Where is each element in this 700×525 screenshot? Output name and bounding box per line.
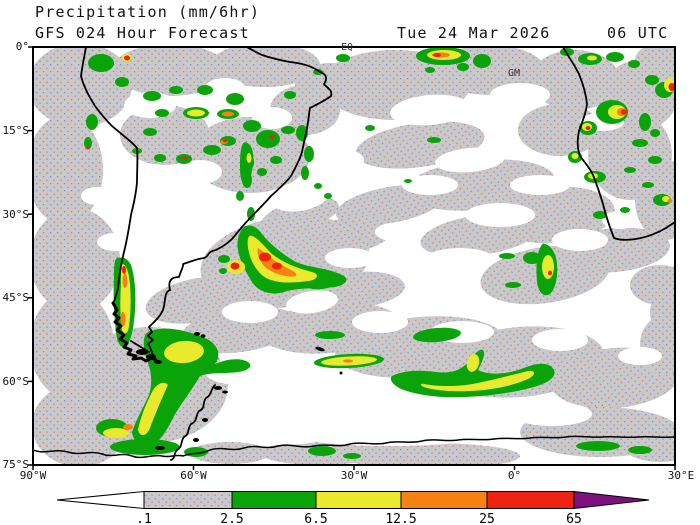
- lon-label: 60°W: [180, 469, 207, 482]
- lat-label: 45°S: [3, 291, 30, 304]
- coastline-south-america: [80, 47, 139, 304]
- model-run-label: GFS 024 Hour Forecast: [35, 24, 250, 42]
- axis-ticks: [28, 46, 676, 470]
- coastline-antarctic-peninsula: [170, 384, 216, 461]
- legend-segment-green: [231, 491, 317, 509]
- legend-segment-light: [143, 491, 233, 509]
- coastlines: [33, 47, 675, 461]
- lat-label: 30°S: [3, 208, 30, 221]
- greenwich-annotation: GM: [508, 68, 520, 79]
- lat-label: 60°S: [3, 375, 30, 388]
- legend-threshold: 6.5: [304, 512, 327, 525]
- legend-segment-yellow: [315, 491, 402, 509]
- island-falklands: [194, 332, 200, 336]
- lon-label: 90°W: [20, 469, 47, 482]
- legend-segment-above-max: [573, 490, 650, 510]
- legend-threshold: 25: [479, 512, 495, 525]
- lat-label: 0°: [16, 40, 29, 53]
- legend-segment-orange: [400, 491, 488, 509]
- legend-threshold-labels: .1 2.5 6.5 12.5 25 65: [136, 512, 582, 525]
- lon-label: 30°W: [341, 469, 368, 482]
- coastline-chile-fjords: [111, 301, 158, 363]
- valid-time-label: 06 UTC: [607, 24, 669, 42]
- lon-label: 0°: [508, 469, 521, 482]
- lat-label: 75°S: [3, 458, 30, 471]
- lat-axis: 0° 15°S 30°S 45°S 60°S 75°S: [3, 40, 30, 471]
- page-title: Precipitation (mm/6hr): [35, 3, 261, 21]
- lat-label: 15°S: [3, 124, 30, 137]
- equator-annotation: EQ: [341, 42, 353, 53]
- legend-threshold: .1: [136, 512, 152, 525]
- valid-date-label: Tue 24 Mar 2026: [397, 24, 551, 42]
- legend-segment-red: [486, 491, 575, 509]
- legend-threshold: 2.5: [220, 512, 243, 525]
- legend-threshold: 65: [566, 512, 582, 525]
- coastline-africa: [562, 47, 675, 241]
- lon-axis: 90°W 60°W 30°W 0° 30°E: [20, 469, 695, 482]
- legend-threshold: 12.5: [385, 512, 416, 525]
- legend-segment-below-min: [56, 490, 145, 510]
- precip-light-layer: [33, 47, 675, 465]
- coastline-antarctica: [33, 435, 675, 459]
- precip-red-layer: [86, 53, 675, 276]
- coastline-argentina: [147, 47, 333, 361]
- island-south-georgia: [315, 346, 325, 352]
- legend-colorbar: .1 2.5 6.5 12.5 25 65: [56, 490, 650, 525]
- lon-label: 30°E: [668, 469, 695, 482]
- map-plot: 0° 15°S 30°S 45°S 60°S 75°S 90°W 60°W 30…: [3, 40, 695, 482]
